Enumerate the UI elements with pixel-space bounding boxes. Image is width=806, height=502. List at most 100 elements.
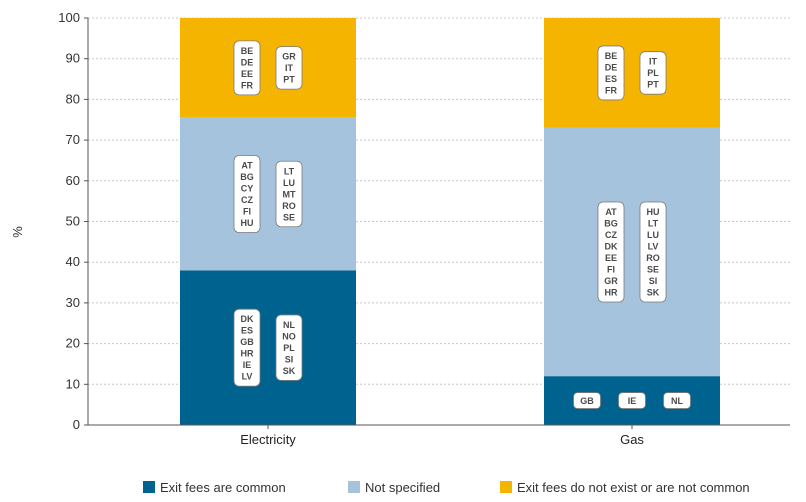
country-code: NO — [282, 331, 296, 341]
y-tick-label: 0 — [73, 417, 80, 432]
country-code: CY — [241, 184, 254, 194]
country-code: GB — [240, 337, 254, 347]
axes: 0 10 20 30 40 50 60 70 80 90 100 Electricity Gas — [58, 10, 790, 447]
country-label-boxes: DKESGBHRIELVNLNOPLSISKATBGCYCZFIHULTLUMT… — [233, 40, 691, 409]
y-tick-label: 50 — [66, 214, 80, 229]
country-code: LV — [648, 242, 659, 252]
country-code: SE — [283, 212, 295, 222]
legend-item: Exit fees are common — [143, 480, 286, 495]
bar-segment — [180, 270, 356, 425]
country-code: PL — [647, 68, 659, 78]
y-tick-label: 10 — [66, 376, 80, 391]
country-code: PT — [647, 80, 659, 90]
country-code: FR — [605, 85, 617, 95]
country-box: NL — [663, 392, 691, 409]
bar-segment — [180, 18, 356, 118]
legend-label: Not specified — [365, 480, 440, 495]
legend-swatch — [143, 481, 155, 493]
country-code: SI — [285, 354, 294, 364]
bar-segment — [544, 18, 720, 128]
x-category-label: Electricity — [240, 432, 296, 447]
country-code: ES — [241, 326, 253, 336]
country-code: GR — [282, 52, 296, 62]
y-tick-label: 40 — [66, 254, 80, 269]
country-code: LT — [284, 166, 295, 176]
y-axis-label: % — [10, 226, 25, 238]
y-tick-label: 70 — [66, 132, 80, 147]
country-code: DK — [605, 242, 618, 252]
country-code: NL — [283, 320, 295, 330]
country-code: BG — [604, 219, 618, 229]
legend-item: Not specified — [348, 480, 440, 495]
country-code: LV — [242, 372, 253, 382]
country-code: IE — [628, 396, 637, 406]
country-code: BE — [605, 51, 618, 61]
country-code: AT — [241, 161, 253, 171]
legend-swatch — [500, 481, 512, 493]
legend-label: Exit fees do not exist or are not common — [517, 480, 750, 495]
country-box: IE — [618, 392, 646, 409]
country-code: GB — [580, 396, 594, 406]
country-code: IT — [649, 57, 658, 67]
y-tick-label: 30 — [66, 295, 80, 310]
bar-segment — [544, 127, 720, 377]
country-code: LT — [648, 219, 659, 229]
country-code: PT — [283, 75, 295, 85]
country-code: SK — [283, 366, 296, 376]
country-code: HR — [241, 349, 254, 359]
x-category-label: Gas — [620, 432, 644, 447]
country-code: MT — [283, 189, 296, 199]
country-code: RO — [282, 201, 296, 211]
country-code: NL — [671, 396, 683, 406]
country-code: PL — [283, 343, 295, 353]
country-code: DE — [605, 62, 618, 72]
country-code: EE — [605, 253, 617, 263]
country-code: LU — [647, 230, 659, 240]
country-code: HR — [605, 288, 618, 298]
y-tick-label: 90 — [66, 51, 80, 66]
country-code: IE — [243, 360, 252, 370]
country-code: HU — [241, 218, 254, 228]
country-code: IT — [285, 63, 294, 73]
y-tick-label: 20 — [66, 336, 80, 351]
country-code: ES — [605, 74, 617, 84]
country-box: GB — [573, 392, 601, 409]
country-code: DE — [241, 57, 254, 67]
y-tick-label: 100 — [58, 10, 80, 25]
bar-segment — [180, 117, 356, 271]
country-code: GR — [604, 276, 618, 286]
legend-label: Exit fees are common — [160, 480, 286, 495]
country-code: FI — [607, 265, 615, 275]
y-tick-label: 60 — [66, 173, 80, 188]
country-code: FR — [241, 80, 253, 90]
country-code: AT — [605, 207, 617, 217]
country-code: CZ — [241, 195, 253, 205]
country-code: BG — [240, 172, 254, 182]
y-tick-label: 80 — [66, 91, 80, 106]
country-code: BE — [241, 46, 254, 56]
country-code: HU — [647, 207, 660, 217]
country-code: EE — [241, 69, 253, 79]
country-code: CZ — [605, 230, 617, 240]
bar-segments — [180, 18, 720, 425]
country-code: RO — [646, 253, 660, 263]
legend-item: Exit fees do not exist or are not common — [500, 480, 750, 495]
country-code: SE — [647, 265, 659, 275]
country-code: FI — [243, 207, 251, 217]
country-code: SK — [647, 288, 660, 298]
legend: Exit fees are common Not specified Exit fe… — [143, 480, 750, 495]
country-code: LU — [283, 178, 295, 188]
legend-swatch — [348, 481, 360, 493]
country-code: SI — [649, 276, 658, 286]
country-code: DK — [241, 314, 254, 324]
